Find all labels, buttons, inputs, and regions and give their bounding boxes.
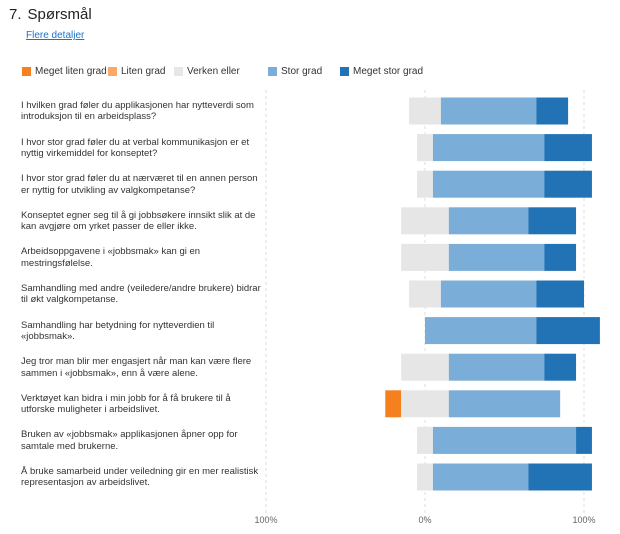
legend-item: Liten grad: [108, 66, 165, 77]
question-number: 7.: [9, 6, 22, 23]
question-label: Samhandling har betydning for nytteverdi…: [21, 319, 215, 342]
bar-segment: [417, 426, 433, 454]
bar-segment: [576, 426, 592, 454]
bar-segment: [417, 134, 433, 162]
legend-label: Stor grad: [281, 66, 323, 77]
bar-segment: [409, 97, 441, 125]
legend-label: Verken eller: [187, 66, 240, 77]
bar-segment: [528, 463, 592, 491]
legend-item: Stor grad: [268, 66, 322, 77]
question-label: I hvor stor grad føler du at verbal komm…: [21, 136, 250, 159]
question-label: I hvilken grad føler du applikasjonen ha…: [21, 100, 254, 123]
bar-segment: [536, 317, 600, 345]
bar-segment: [440, 97, 537, 125]
bar-segment: [417, 463, 433, 491]
legend-item: Meget liten grad: [22, 66, 107, 77]
legend-label: Meget liten grad: [35, 66, 107, 77]
question-label: Arbeidsoppgavene i «jobbsmak» kan gi en …: [21, 246, 201, 269]
bar-segment: [544, 170, 592, 198]
bar-segment: [544, 353, 577, 381]
question-label: Jeg tror man blir mer engasjert når man …: [21, 356, 252, 379]
bar-segment: [432, 170, 545, 198]
bar-segment: [528, 207, 577, 235]
question-title: Spørsmål: [27, 6, 92, 23]
bar-segment: [440, 280, 537, 308]
legend-swatch: [340, 67, 349, 76]
question-header: 7. Spørsmål: [9, 6, 92, 23]
legend-swatch: [108, 67, 117, 76]
more-details-link[interactable]: Flere detaljer: [26, 30, 85, 41]
question-label: Konseptet egner seg til å gi jobbsøkere …: [21, 209, 256, 233]
bar-segment: [401, 243, 449, 271]
bar-segment: [401, 390, 449, 418]
legend-label: Meget stor grad: [353, 66, 424, 77]
bar-segment: [401, 207, 449, 235]
bar-segment: [417, 170, 433, 198]
x-tick-label: 100%: [572, 515, 595, 525]
legend-item: Meget stor grad: [340, 66, 423, 77]
bar-segment: [536, 280, 584, 308]
question-label: Samhandling med andre (veiledere/andre b…: [21, 283, 261, 306]
bar-segment: [544, 243, 577, 271]
bar-segment: [544, 134, 592, 162]
legend-swatch: [268, 67, 277, 76]
bar-segment: [425, 317, 537, 345]
question-label: Verktøyet kan bidra i min jobb for å få …: [21, 392, 231, 416]
x-tick-label: 0%: [418, 515, 431, 525]
question-label: I hvor stor grad føler du at nærværet ti…: [21, 173, 258, 196]
legend-label: Liten grad: [121, 66, 166, 77]
bar-segment: [409, 280, 441, 308]
bar-segment: [448, 390, 561, 418]
bar-segment: [448, 207, 529, 235]
bar-segment: [432, 463, 529, 491]
bar-segment: [432, 134, 545, 162]
x-tick-label: 100%: [254, 515, 277, 525]
bar-segment: [448, 243, 545, 271]
bar-segment: [536, 97, 569, 125]
bar-segment: [385, 390, 402, 418]
legend-swatch: [174, 67, 183, 76]
bar-segment: [401, 353, 449, 381]
bar-segment: [448, 353, 545, 381]
legend-item: Verken eller: [174, 66, 240, 77]
question-label: Å bruke samarbeid under veiledning gir e…: [21, 466, 259, 489]
question-label: Bruken av «jobbsmak» applikasjonen åpner…: [21, 429, 238, 452]
bar-segment: [432, 426, 577, 454]
legend-swatch: [22, 67, 31, 76]
